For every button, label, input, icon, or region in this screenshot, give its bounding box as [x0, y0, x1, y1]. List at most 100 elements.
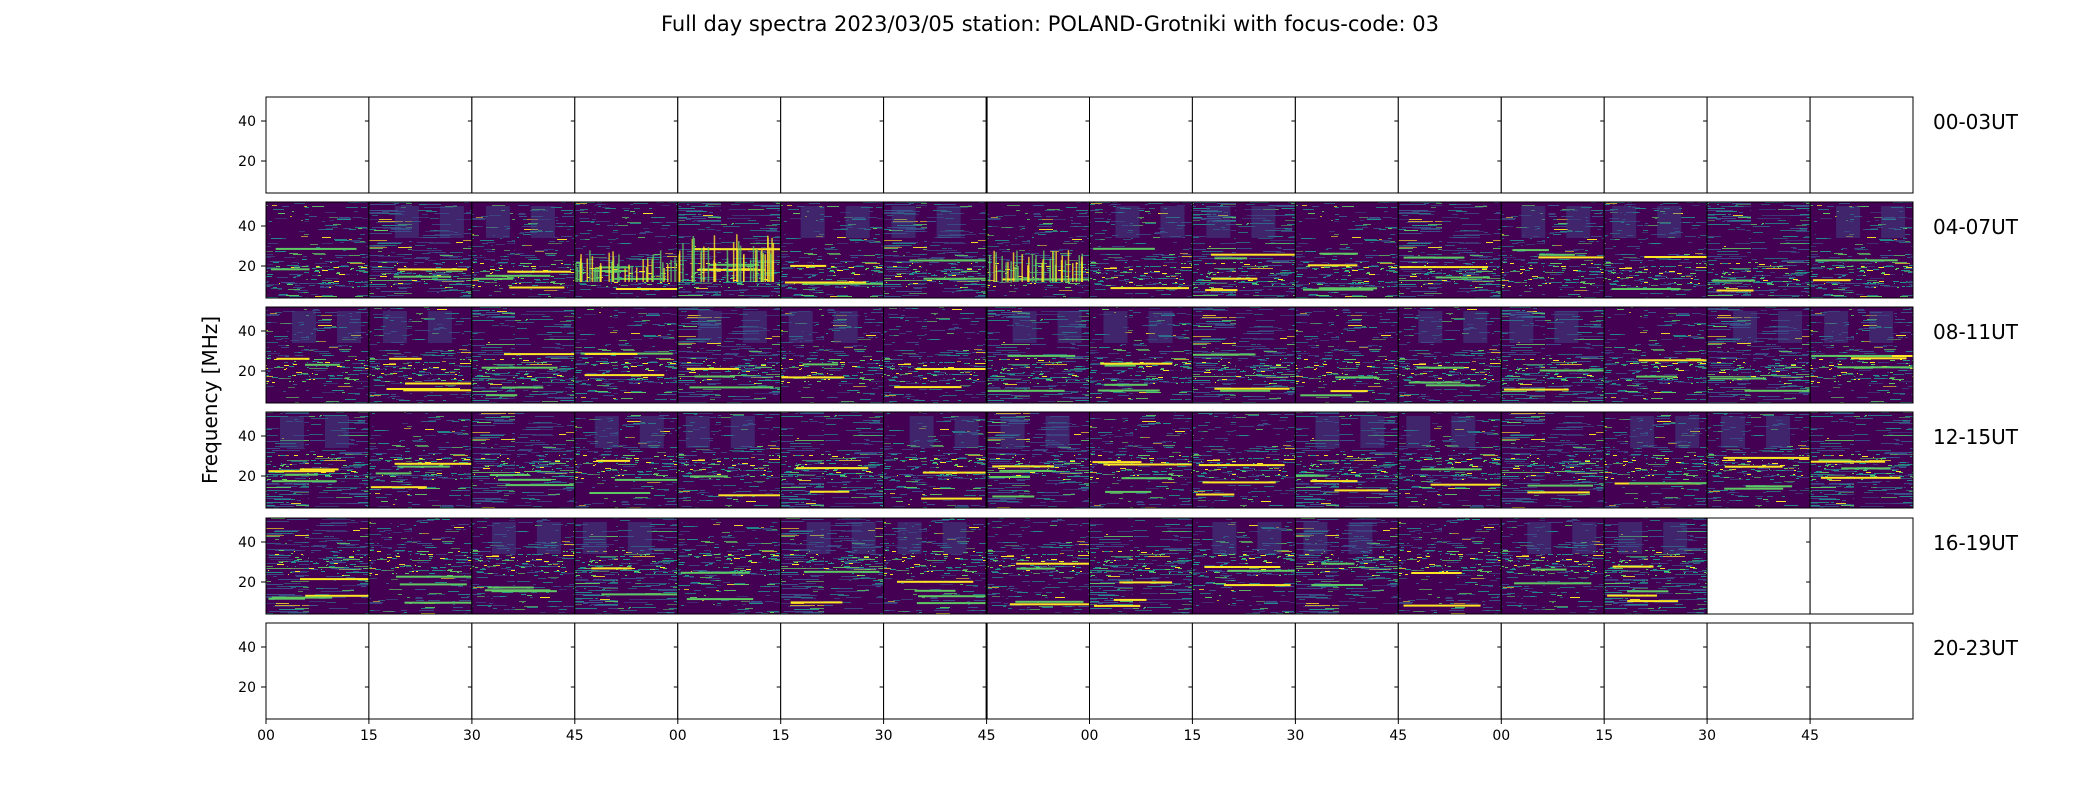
radio-burst [1031, 254, 1034, 282]
radio-burst [761, 249, 763, 282]
spectral-feature [697, 311, 722, 343]
emission-line [1121, 477, 1172, 480]
x-tick-label: 00 [257, 728, 275, 744]
radio-burst [670, 260, 672, 282]
radio-burst [647, 258, 649, 282]
emission-line [1318, 287, 1378, 290]
spectrum-panel [1089, 623, 1193, 719]
spectral-feature [1554, 311, 1579, 343]
emission-line [1104, 364, 1136, 367]
spectrum-panel [986, 202, 1090, 298]
x-tick-label: 45 [566, 728, 584, 744]
emission-line [680, 571, 750, 574]
spectrum-panel [574, 202, 678, 298]
emission-line [989, 476, 1030, 478]
emission-line [397, 268, 468, 271]
spectral-feature [1360, 416, 1385, 448]
radio-burst [713, 235, 716, 282]
spectral-feature [891, 206, 916, 238]
emission-line [915, 368, 987, 370]
radio-burst [581, 262, 583, 282]
y-tick-label: 20 [238, 259, 256, 275]
radio-burst [756, 249, 758, 282]
spectrum-panel [266, 97, 369, 193]
row-time-label: 04-07UT [1933, 215, 2019, 239]
radio-burst [707, 247, 710, 282]
radio-burst [764, 254, 766, 282]
emission-line [1334, 489, 1389, 492]
emission-line [1837, 366, 1913, 369]
emission-line [1724, 487, 1784, 490]
emission-line [1211, 253, 1296, 256]
radio-burst [594, 267, 597, 282]
spectral-feature [897, 522, 922, 554]
emission-line [1811, 354, 1892, 357]
emission-line [271, 596, 333, 599]
emission-line [1627, 590, 1669, 593]
emission-line [1723, 456, 1810, 459]
emission-line [1818, 459, 1852, 462]
radio-burst [1042, 259, 1044, 282]
spectrum-panel [1295, 623, 1399, 719]
spectral-feature [788, 311, 813, 343]
spectrum-panel [677, 412, 781, 508]
x-tick-label: 45 [978, 728, 996, 744]
emission-line [1851, 357, 1907, 360]
radio-burst [1014, 266, 1016, 282]
spectral-feature [845, 206, 870, 238]
radio-burst [599, 263, 602, 282]
spectrum-panel [471, 202, 575, 298]
emission-line [1220, 389, 1271, 392]
spectral-feature [1257, 522, 1282, 554]
row-20-23UT: 20 40 20-23UT [238, 622, 2019, 720]
row-08-11UT: 20 40 08-11UT [238, 306, 2019, 404]
spectral-feature [1778, 311, 1803, 343]
emission-line [987, 389, 1065, 392]
y-tick-label: 40 [238, 429, 256, 445]
emission-line [305, 363, 340, 366]
y-tick-label: 40 [238, 114, 256, 130]
spectrum-panel [1089, 97, 1193, 193]
x-tick-label: 45 [1801, 728, 1819, 744]
spectral-feature [280, 416, 304, 448]
emission-line [1295, 474, 1328, 477]
radio-burst [628, 264, 630, 282]
radio-burst [618, 254, 620, 282]
spectrum-panel [266, 623, 369, 719]
emission-line [1100, 362, 1173, 365]
emission-line [1300, 394, 1352, 397]
spectrum-panel [677, 97, 781, 193]
emission-line [1211, 277, 1258, 280]
emission-line [1105, 490, 1152, 493]
spectral-feature [936, 206, 961, 238]
spectrum-panel [574, 623, 678, 719]
emission-line [1636, 375, 1678, 378]
spectrum-panel [780, 307, 884, 403]
emission-line [272, 480, 337, 483]
emission-line [1303, 288, 1374, 291]
emission-line [1416, 366, 1464, 369]
radio-burst [1001, 255, 1003, 282]
emission-line [614, 277, 666, 280]
spectrum-panel [266, 202, 369, 298]
radio-burst [755, 250, 757, 282]
emission-line [271, 268, 310, 271]
emission-line [1103, 463, 1193, 466]
x-tick-label: 00 [1081, 728, 1099, 744]
radio-burst [993, 250, 995, 282]
spectrum-panel [471, 412, 575, 508]
emission-line [285, 473, 318, 476]
spectral-feature [1103, 311, 1128, 343]
emission-line [1214, 257, 1248, 260]
radio-burst [1075, 262, 1078, 282]
radio-burst [769, 253, 772, 282]
spectrum-panel [1398, 412, 1502, 508]
radio-burst [691, 238, 694, 282]
emission-line [992, 495, 1035, 498]
emission-line [802, 363, 839, 366]
spectral-feature [942, 522, 967, 554]
emission-line [491, 590, 557, 593]
emission-line [268, 470, 335, 473]
radio-burst [1016, 250, 1018, 282]
emission-line [1399, 266, 1488, 269]
